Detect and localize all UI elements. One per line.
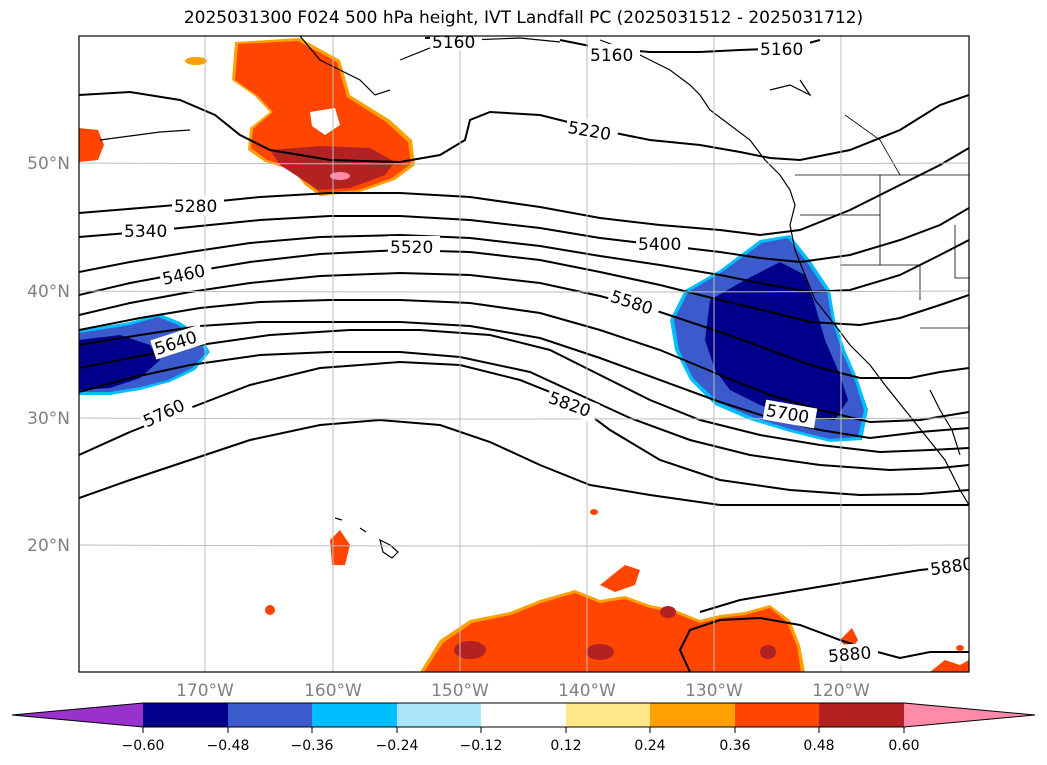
contour-label: 5280: [174, 197, 217, 217]
lon-label: 130°W: [685, 681, 743, 701]
contour-label: 5520: [390, 238, 433, 258]
colorbar-tick-label: 0.48: [803, 738, 834, 754]
colorbar-segment: [228, 703, 312, 727]
contour-labels: 5160 5160 5160 5220 5280 5340 5460 5520 …: [122, 33, 975, 667]
lat-label: 30°N: [27, 409, 70, 429]
contour-label: 5400: [638, 235, 681, 255]
colorbar-segment: [650, 703, 735, 727]
contour-label: 5340: [124, 222, 167, 242]
colorbar-right-extension: [904, 703, 1035, 727]
colorbar-tick-label: −0.60: [122, 738, 165, 754]
contour-label: 5880: [929, 554, 975, 580]
lon-label: 160°W: [304, 681, 362, 701]
longitude-labels: 170°W 160°W 150°W 140°W 130°W 120°W: [176, 681, 870, 701]
colorbar: −0.60 −0.48 −0.36 −0.24 −0.12 0.12 0.24 …: [11, 702, 1036, 754]
graticule: [79, 36, 969, 672]
colorbar-segment: [397, 703, 481, 727]
lon-label: 150°W: [431, 681, 489, 701]
lon-label: 170°W: [176, 681, 234, 701]
colorbar-segment: [819, 703, 904, 727]
colorbar-tick-label: 0.60: [888, 738, 919, 754]
colorbar-tick-label: 0.36: [719, 738, 750, 754]
latitude-labels: 50°N 40°N 30°N 20°N: [27, 154, 70, 556]
lon-label: 140°W: [558, 681, 616, 701]
lat-label: 40°N: [27, 282, 70, 302]
colorbar-tick-label: −0.24: [376, 738, 419, 754]
contour-label: 5160: [432, 33, 475, 53]
colorbar-segment: [143, 703, 228, 727]
contour-label: 5160: [590, 46, 633, 66]
colorbar-tick-label: 0.24: [634, 738, 665, 754]
contour-label: 5160: [760, 40, 803, 60]
colorbar-tick-label: 0.12: [550, 738, 581, 754]
colorbar-segment: [481, 703, 566, 727]
height-contours: [79, 36, 969, 672]
lat-label: 50°N: [27, 154, 70, 174]
colorbar-tick-label: −0.12: [460, 738, 503, 754]
map-frame: [78, 35, 970, 673]
ivt-positive-south: [265, 509, 969, 672]
colorbar-left-extension: [12, 703, 143, 727]
colorbar-segment: [735, 703, 819, 727]
colorbar-segment: [566, 703, 650, 727]
lon-label: 120°W: [812, 681, 870, 701]
contour-label: 5880: [827, 643, 872, 667]
colorbar-tick-label: −0.48: [207, 738, 250, 754]
coastlines: [99, 36, 969, 559]
colorbar-tick-label: −0.36: [291, 738, 334, 754]
lat-label: 20°N: [27, 536, 70, 556]
colorbar-segment: [312, 703, 397, 727]
map-title: 2025031300 F024 500 hPa height, IVT Land…: [183, 8, 864, 28]
ivt-negative-east: [670, 235, 868, 442]
